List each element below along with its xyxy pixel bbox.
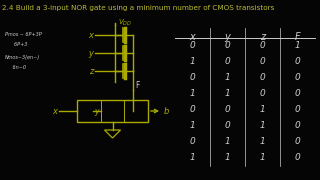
Text: 0: 0 <box>225 105 230 114</box>
Text: 0: 0 <box>295 57 300 66</box>
Text: y: y <box>88 48 93 57</box>
Text: 0: 0 <box>260 57 265 66</box>
Text: 6n~0: 6n~0 <box>5 65 26 70</box>
Text: 0: 0 <box>225 57 230 66</box>
Text: 0: 0 <box>225 42 230 51</box>
Text: F: F <box>295 32 300 42</box>
Text: 0: 0 <box>295 89 300 98</box>
Text: 1: 1 <box>225 73 230 82</box>
Text: 0: 0 <box>295 105 300 114</box>
Bar <box>77 100 148 122</box>
Text: Pmos ~ 6P+3P: Pmos ~ 6P+3P <box>5 32 42 37</box>
Text: Nmos~3(en~): Nmos~3(en~) <box>5 55 40 60</box>
Text: 1: 1 <box>260 154 265 163</box>
Text: 0: 0 <box>260 89 265 98</box>
Text: $V_{DD}$: $V_{DD}$ <box>118 18 132 28</box>
Text: 1: 1 <box>225 154 230 163</box>
Text: 0: 0 <box>295 73 300 82</box>
Text: 1: 1 <box>190 154 196 163</box>
Text: 1: 1 <box>190 122 196 130</box>
Text: 1: 1 <box>295 42 300 51</box>
Text: 0: 0 <box>295 122 300 130</box>
Text: y: y <box>94 107 99 116</box>
Text: x: x <box>190 32 196 42</box>
Text: 0: 0 <box>190 105 196 114</box>
Text: 0: 0 <box>260 73 265 82</box>
Text: 0: 0 <box>260 42 265 51</box>
Text: 0: 0 <box>225 122 230 130</box>
Text: 1: 1 <box>260 122 265 130</box>
Text: 1: 1 <box>225 138 230 147</box>
Text: 0: 0 <box>295 154 300 163</box>
Text: 0: 0 <box>295 138 300 147</box>
Text: 1: 1 <box>190 89 196 98</box>
Text: 0: 0 <box>190 138 196 147</box>
Text: x: x <box>52 107 57 116</box>
Text: z: z <box>260 32 265 42</box>
Text: F: F <box>135 80 140 89</box>
Text: 1: 1 <box>225 89 230 98</box>
Text: x: x <box>88 30 93 39</box>
Text: 6P+3: 6P+3 <box>5 42 28 47</box>
Text: 1: 1 <box>260 105 265 114</box>
Text: 1: 1 <box>190 57 196 66</box>
Text: 2.4 Build a 3-input NOR gate using a minimum number of CMOS transistors: 2.4 Build a 3-input NOR gate using a min… <box>2 5 274 11</box>
Text: 0: 0 <box>190 73 196 82</box>
Text: z: z <box>89 66 93 75</box>
Text: y: y <box>225 32 230 42</box>
Text: 0: 0 <box>190 42 196 51</box>
Text: 1: 1 <box>260 138 265 147</box>
Text: b: b <box>164 107 169 116</box>
